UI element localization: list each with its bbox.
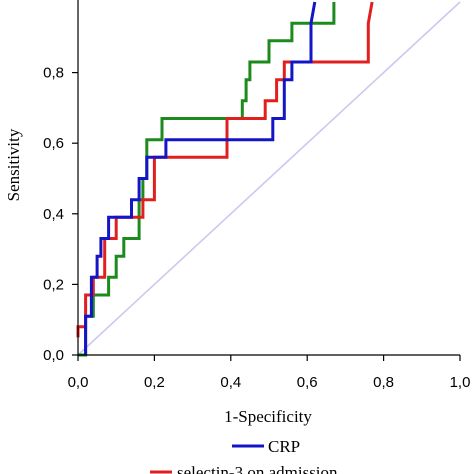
x-tick-label: 1,0 [450, 374, 471, 391]
y-tick-label: 0,0 [43, 347, 64, 364]
y-ticks: 0,0 0,2 0,4 0,6 0,8 [43, 65, 78, 364]
x-tick-label: 0,0 [68, 374, 89, 391]
x-ticks: 0,0 0,2 0,4 0,6 0,8 1,0 [68, 355, 471, 391]
y-tick-label: 0,2 [43, 276, 64, 293]
legend-label-crp: CRP [268, 437, 300, 456]
series-line-1 [76, 1, 374, 338]
axes [77, 0, 460, 356]
y-axis-title: Sensitivity [4, 128, 23, 201]
y-tick-label: 0,8 [43, 65, 64, 82]
legend: CRP selectin-3 on admission [150, 437, 338, 474]
y-tick-label: 0,4 [43, 206, 64, 223]
x-tick-label: 0,8 [373, 374, 394, 391]
series-line-3 [77, 1, 461, 356]
series-line-0 [84, 1, 317, 355]
x-tick-label: 0,2 [144, 374, 165, 391]
plot-lines [76, 1, 461, 357]
x-tick-label: 0,4 [220, 374, 241, 391]
x-axis-title: 1-Specificity [224, 407, 312, 426]
y-tick-label: 0,6 [43, 135, 64, 152]
x-tick-label: 0,6 [297, 374, 318, 391]
series-line-2 [78, 2, 336, 357]
legend-label-selectin: selectin-3 on admission [177, 463, 338, 474]
